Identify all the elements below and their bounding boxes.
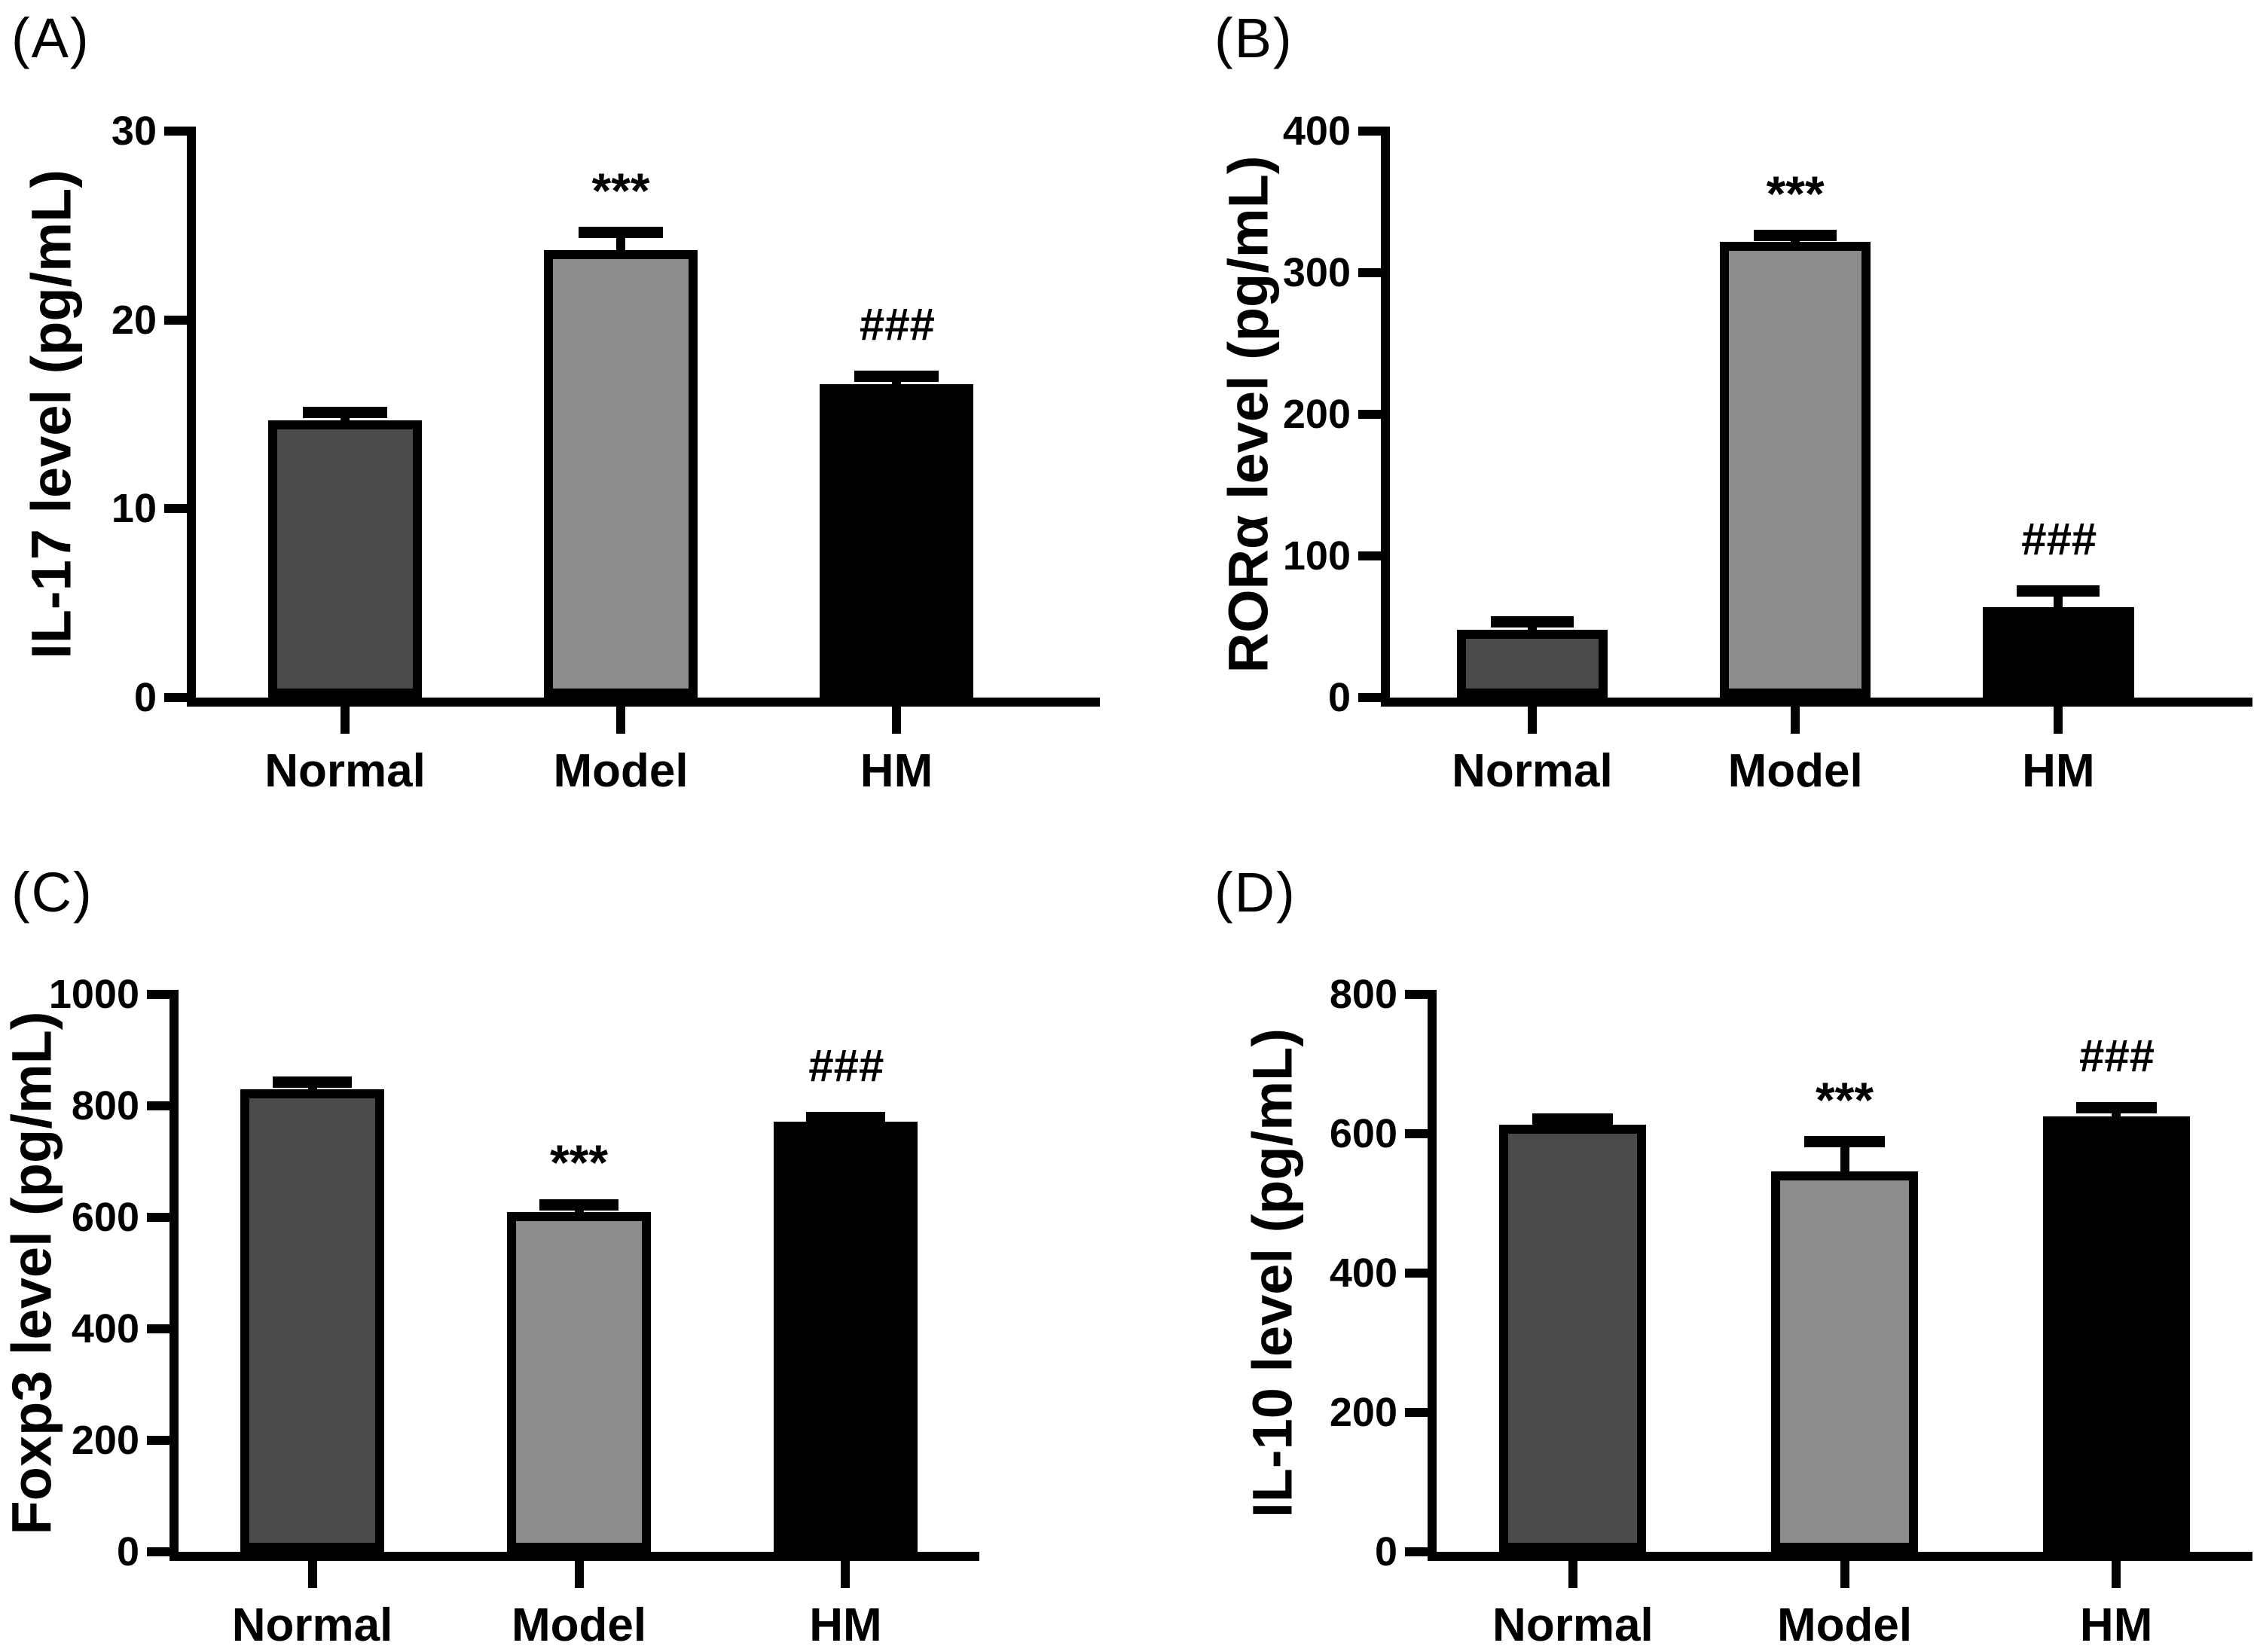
category-label-model: Model <box>1777 1599 1912 1652</box>
y-tick-mark <box>1405 1408 1428 1417</box>
significance-hash-label: ### <box>2078 1036 2154 1076</box>
y-tick-mark <box>1405 1269 1428 1278</box>
y-tick-mark <box>1405 1547 1428 1556</box>
x-tick-mark <box>1840 1561 1849 1588</box>
error-bar-cap <box>1804 1136 1885 1147</box>
category-label-normal: Normal <box>1492 1599 1654 1652</box>
error-bar-cap <box>2076 1102 2157 1113</box>
panel-letter: (D) <box>1214 860 1296 924</box>
y-tick-label: 0 <box>1375 1531 1397 1572</box>
y-tick-label: 600 <box>1330 1113 1397 1154</box>
y-axis-title: IL-10 level (pg/mL) <box>1241 1028 1305 1518</box>
y-tick-label: 800 <box>1330 974 1397 1015</box>
y-axis-line <box>1428 990 1437 1561</box>
category-label-hm: HM <box>2080 1599 2152 1652</box>
y-tick-label: 200 <box>1330 1392 1397 1433</box>
x-tick-mark <box>1568 1561 1577 1588</box>
bar-hm <box>2043 1116 2190 1552</box>
error-bar-cap <box>1532 1113 1613 1125</box>
bar-model <box>1771 1171 1918 1552</box>
x-axis-line <box>1428 1552 2252 1561</box>
y-tick-mark <box>1405 1129 1428 1138</box>
x-tick-mark <box>2112 1561 2121 1588</box>
bar-normal <box>1499 1125 1646 1552</box>
y-tick-mark <box>1405 990 1428 999</box>
y-tick-label: 400 <box>1330 1253 1397 1293</box>
significance-star-label: *** <box>1816 1078 1874 1122</box>
